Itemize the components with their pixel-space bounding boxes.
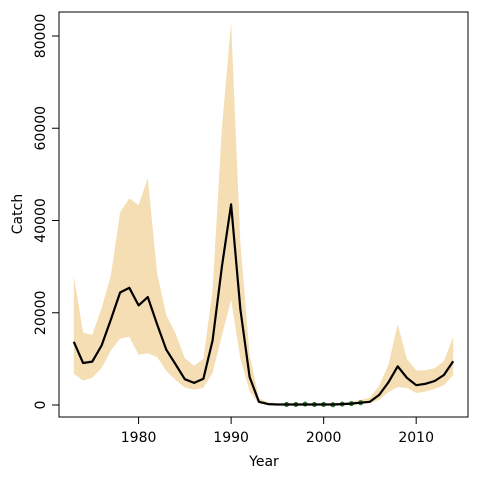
x-tick-label: 2000 bbox=[306, 430, 342, 446]
y-tick-label: 40000 bbox=[33, 198, 49, 243]
median-catch-line bbox=[72, 203, 455, 406]
y-tick-label: 0 bbox=[33, 401, 49, 410]
x-axis-title: Year bbox=[248, 454, 279, 470]
uncertainty-band bbox=[73, 22, 454, 405]
plot-area bbox=[72, 22, 455, 408]
y-tick-label: 80000 bbox=[33, 14, 49, 59]
x-tick-label: 1980 bbox=[121, 430, 157, 446]
y-axis-title: Catch bbox=[10, 194, 26, 234]
y-axis: 0 20000 40000 60000 80000 bbox=[33, 14, 59, 410]
x-tick-label: 2010 bbox=[398, 430, 434, 446]
y-tick-label: 60000 bbox=[33, 106, 49, 151]
x-tick-label: 1990 bbox=[213, 430, 249, 446]
plot-frame bbox=[58, 11, 469, 418]
x-axis: 1980 1990 2000 2010 bbox=[121, 417, 434, 446]
y-tick-label: 20000 bbox=[33, 291, 49, 336]
